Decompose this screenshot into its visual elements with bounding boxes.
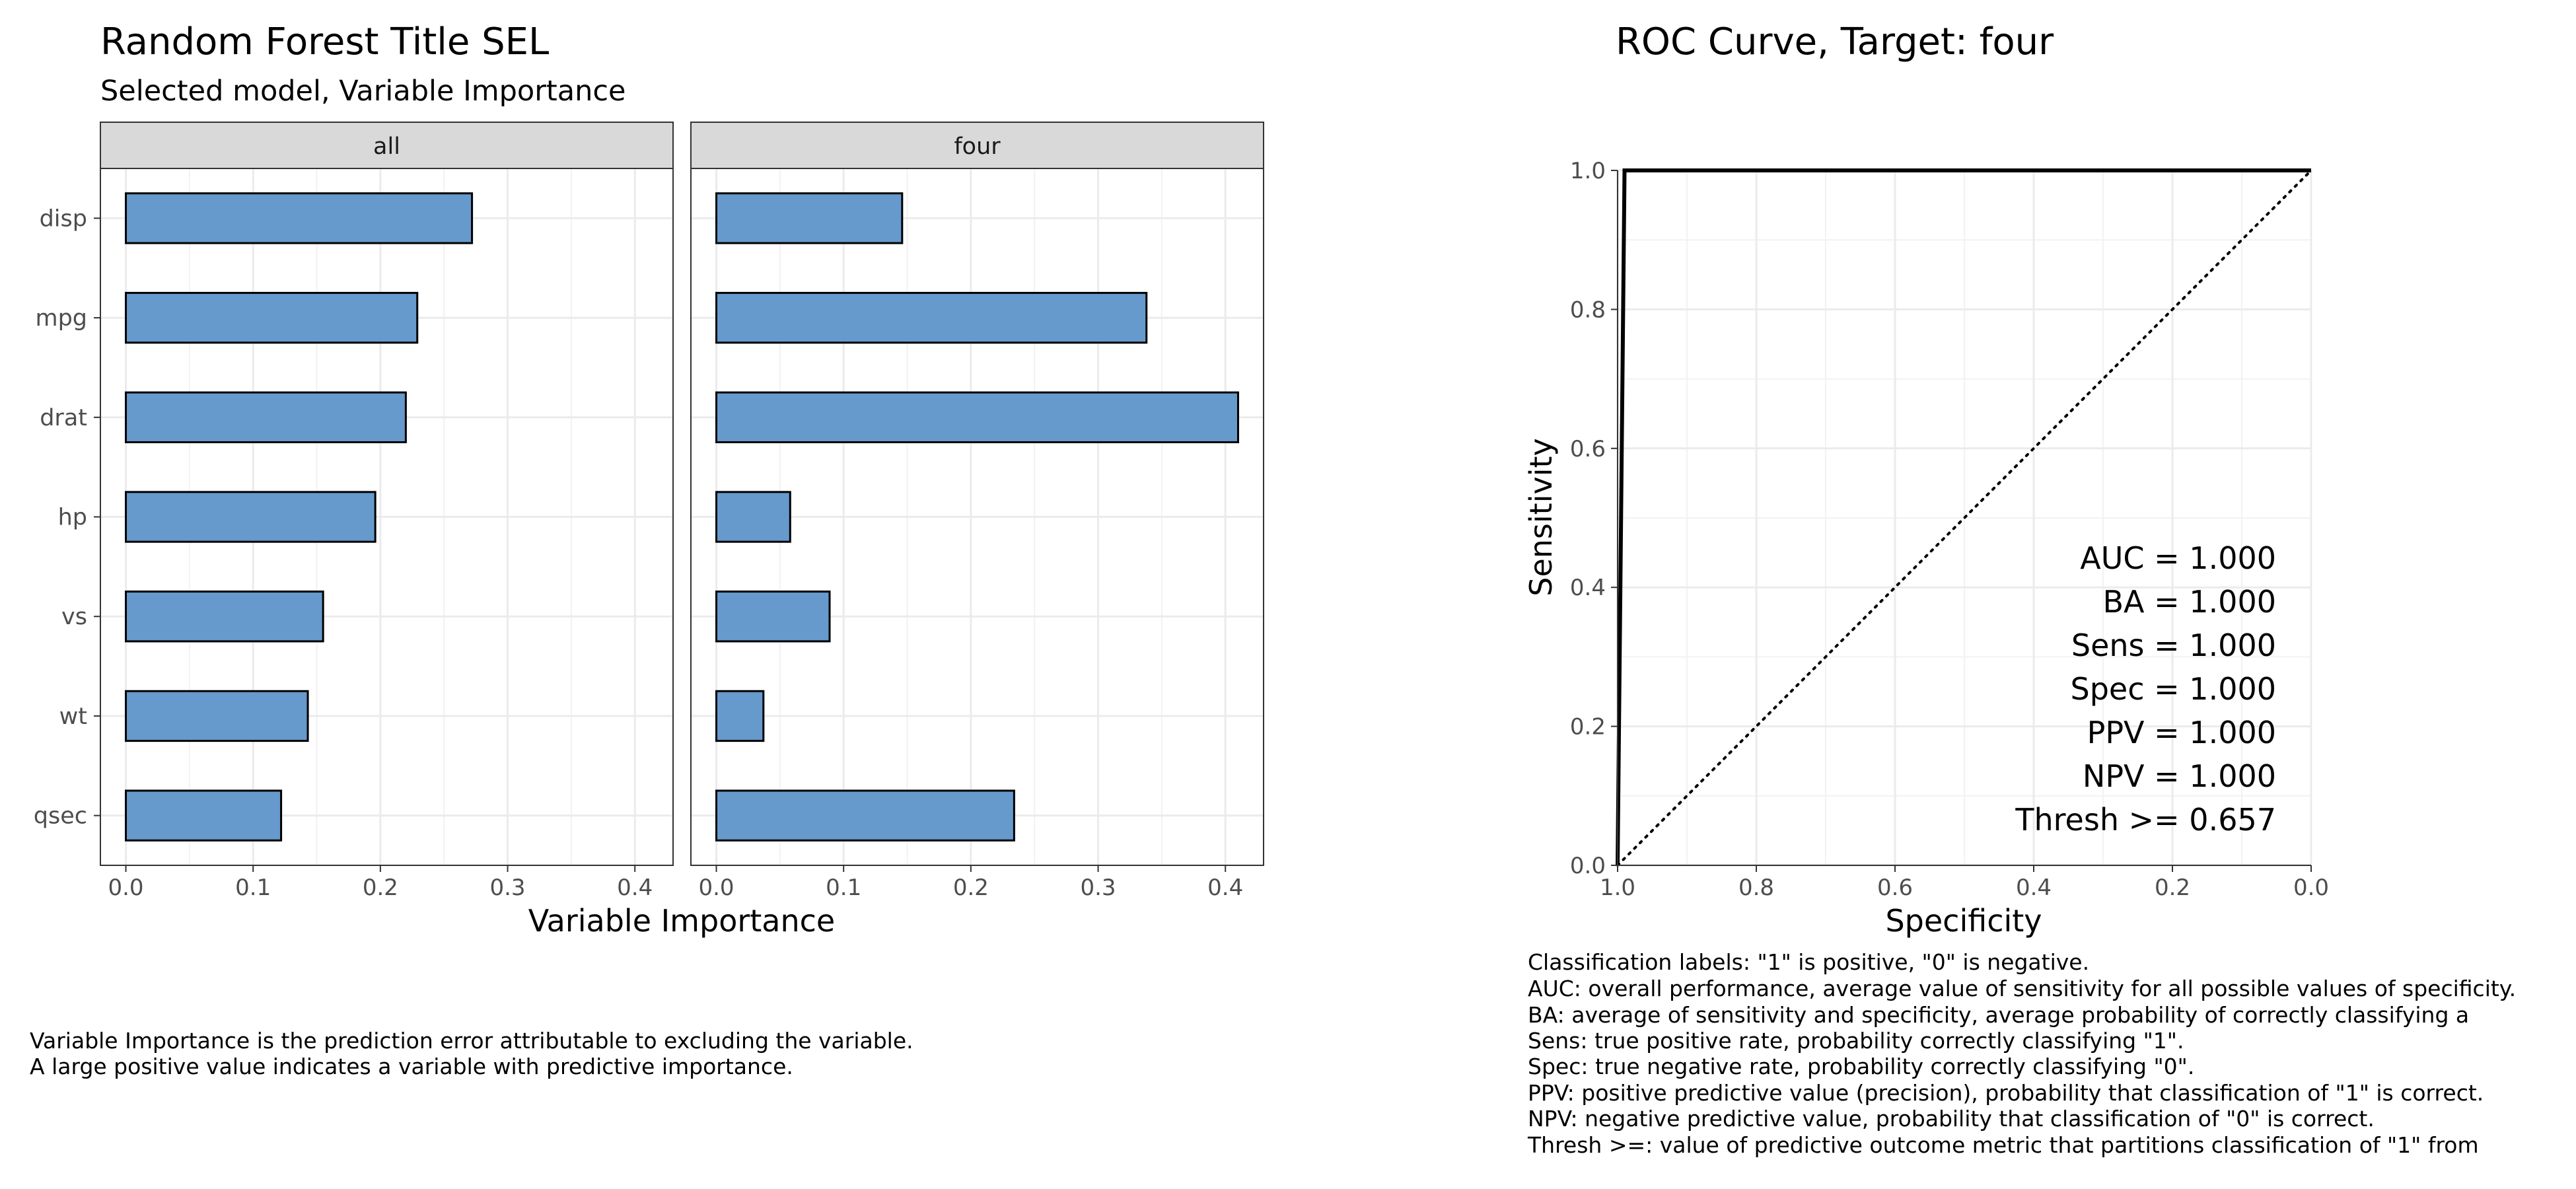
x-tick-label: 0.3 [1080,875,1116,901]
stat-npv: NPV = 1.000 [2083,758,2276,794]
y-tick-label: hp [58,505,87,531]
bar-hp [715,491,791,543]
bar-qsec [125,789,283,842]
roc-plot: 1.0 0.8 0.6 0.4 0.2 0.0 0.0 0.2 0.4 0.6 0.8 1.0 [1570,158,2329,901]
y-tick-label: 0.0 [1570,853,1606,879]
stat-ppv: PPV = 1.000 [2087,715,2276,750]
roc-stats: AUC = 1.000 BA = 1.000 Sens = 1.000 Spec… [2015,540,2276,838]
x-tick-label: 0.8 [1738,875,1774,901]
y-tick-label: disp [40,205,87,232]
facet-strip-label: four [954,133,1001,160]
varimp-xlabel: Variable Importance [528,903,835,939]
y-tick-label: qsec [34,803,87,830]
legend-line: PPV: positive predictive value (precisio… [1528,1080,2484,1106]
roc-legend: Classification labels: "1" is positive, … [1527,949,2516,1158]
y-tick-label: 0.6 [1570,436,1606,462]
legend-line: Classification labels: "1" is positive, … [1528,949,2089,975]
bar-vs [125,591,324,643]
legend-line: Sens: true positive rate, probability co… [1528,1028,2184,1054]
x-tick-label: 0.3 [489,875,525,901]
x-tick-label: 0.6 [1877,875,1913,901]
x-tick-label: 0.4 [617,875,653,901]
y-tick-label: 0.8 [1570,297,1606,323]
varimp-note-1: Variable Importance is the prediction er… [30,1028,913,1054]
panel-border [690,168,1264,866]
x-tick-label: 0.4 [2016,875,2052,901]
varimp-subtitle: Selected model, Variable Importance [100,75,626,108]
x-tick-label: 0.2 [953,875,989,901]
varimp-title: Random Forest Title SEL [100,20,549,63]
x-tick-label: 0.4 [1207,875,1243,901]
x-tick-label: 0.2 [363,875,398,901]
roc-xlabel: Specificity [1885,903,2042,939]
bar-vs [715,591,831,643]
stat-thresh: Thresh >= 0.657 [2015,802,2276,838]
stat-sens: Sens = 1.000 [2071,628,2276,663]
reference-line [1616,169,2312,867]
x-tick-label: 0.0 [698,875,734,901]
facet-all: all 0.0 0.1 0.2 0.3 0.4 disp mpg drat hp vs wt qsec [34,122,674,901]
legend-line: Thresh >=: value of predictive outcome m… [1527,1132,2479,1158]
roc-title: ROC Curve, Target: four [1616,20,2054,63]
legend-line: NPV: negative predictive value, probabil… [1528,1106,2375,1132]
bar-disp [125,192,474,244]
bar-qsec [715,789,1015,842]
y-tick-label: mpg [35,305,87,332]
bar-hp [125,491,376,543]
y-tick-label: wt [59,703,87,730]
legend-line: Spec: true negative rate, probability co… [1528,1054,2194,1079]
x-tick-label: 0.0 [108,875,143,901]
y-tick-label: vs [61,604,87,630]
facet-strip-label: all [373,133,400,160]
x-tick-label: 0.1 [826,875,861,901]
roc-curve [1616,168,2311,866]
x-tick-label: 0.2 [2155,875,2190,901]
roc-ylabel: Sensitivity [1523,438,1559,596]
stat-auc: AUC = 1.000 [2080,540,2276,576]
y-tick-label: drat [40,405,87,431]
bar-drat [715,391,1239,443]
bar-drat [125,391,407,443]
stat-spec: Spec = 1.000 [2071,671,2276,707]
x-tick-label: 0.1 [235,875,271,901]
facet-strip [100,122,674,169]
facet-four: four 0.0 0.1 0.2 0.3 0.4 [690,122,1264,901]
stat-ba: BA = 1.000 [2102,584,2276,620]
legend-line: AUC: overall performance, average value … [1528,976,2516,1001]
bar-mpg [125,291,419,344]
legend-line: BA: average of sensitivity and specifici… [1528,1002,2469,1028]
varimp-note-2: A large positive value indicates a varia… [30,1054,793,1079]
bar-disp [715,192,904,244]
x-tick-label: 1.0 [1600,875,1635,901]
y-tick-label: 0.4 [1570,575,1606,601]
x-tick-label: 0.0 [2293,875,2329,901]
bar-wt [715,690,765,742]
bar-mpg [715,291,1148,344]
y-tick-label: 1.0 [1570,158,1606,184]
varimp-facets: all 0.0 0.1 0.2 0.3 0.4 disp mpg drat hp vs wt qsec f… [34,122,1264,901]
y-tick-label: 0.2 [1570,714,1606,740]
bar-wt [125,690,309,742]
